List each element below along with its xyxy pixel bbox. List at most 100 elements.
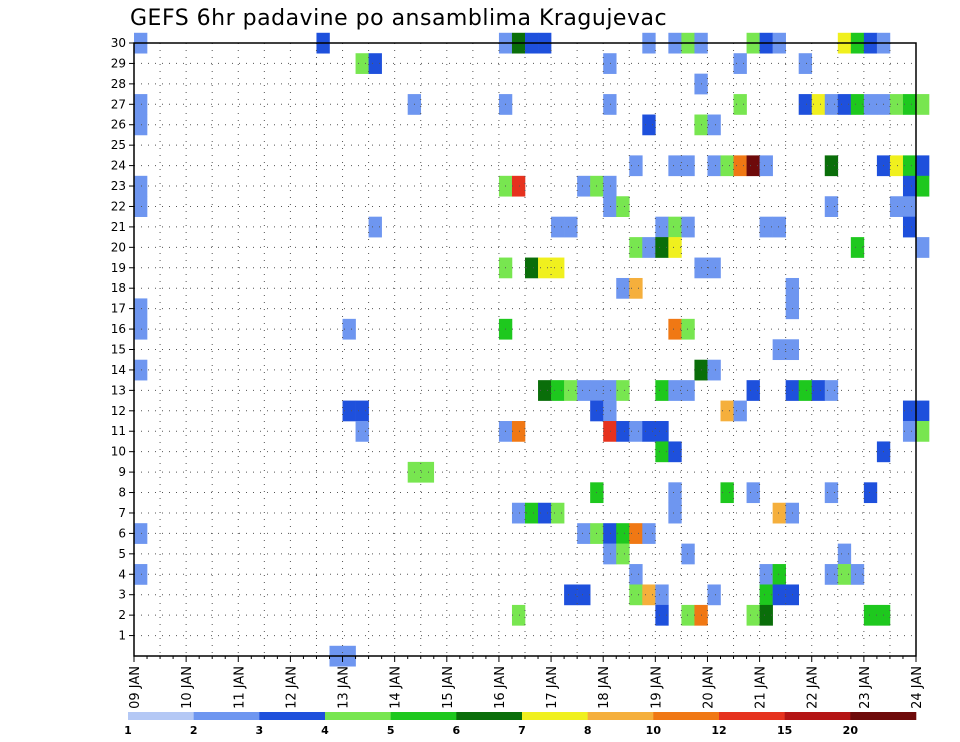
heatmap-cell — [798, 380, 813, 401]
y-tick-label: 15 — [111, 343, 126, 357]
heatmap-cell — [720, 400, 734, 422]
heatmap-cell — [837, 94, 852, 115]
y-tick-label: 22 — [111, 199, 126, 213]
heatmap-cell — [733, 53, 747, 74]
heatmap-cell — [850, 94, 865, 115]
y-tick-label: 25 — [111, 138, 126, 152]
heatmap-cell — [551, 257, 565, 279]
heatmap-cell — [134, 523, 148, 544]
legend-label: 4 — [321, 724, 329, 737]
legend-color-segment — [850, 712, 917, 720]
heatmap-cell — [850, 237, 865, 258]
x-tick-label: 20 JAN — [701, 666, 716, 709]
legend-color-segment — [587, 712, 654, 720]
x-tick-label: 21 JAN — [754, 666, 769, 709]
heatmap-cell — [902, 421, 917, 442]
heatmap-cell — [511, 421, 526, 442]
heatmap-cell — [811, 380, 826, 401]
legend-label: 12 — [711, 724, 726, 737]
heatmap-cell — [889, 155, 904, 177]
x-tick-label: 24 JAN — [910, 666, 925, 709]
legend-label: 5 — [387, 724, 395, 737]
heatmap-cell — [603, 523, 617, 544]
heatmap-cell — [577, 523, 591, 544]
heatmap-cell — [759, 604, 773, 626]
heatmap-cell — [824, 482, 839, 504]
heatmap-cell — [811, 94, 826, 115]
heatmap-cell — [733, 94, 747, 115]
heatmap-cell — [668, 155, 682, 177]
heatmap-cell — [655, 584, 669, 606]
heatmap-cell — [603, 53, 617, 74]
y-tick-label: 19 — [111, 261, 126, 275]
heatmap-cell — [707, 584, 721, 606]
heatmap-cell — [603, 543, 617, 565]
heatmap-cell — [616, 421, 630, 442]
heatmap-cell — [798, 94, 813, 115]
heatmap-cell — [902, 216, 917, 238]
y-tick-label: 30 — [111, 36, 126, 50]
heatmap-cell — [772, 584, 786, 606]
legend-label: 2 — [190, 724, 198, 737]
legend-color-segment — [653, 712, 720, 720]
heatmap-cell — [355, 53, 369, 74]
heatmap-cell — [681, 216, 695, 238]
heatmap-cell — [655, 604, 669, 626]
heatmap-cell — [577, 584, 591, 606]
y-tick-label: 21 — [111, 220, 126, 234]
y-tick-label: 27 — [111, 97, 126, 111]
y-tick-label: 13 — [111, 383, 126, 397]
heatmap-cell — [551, 502, 565, 524]
y-tick-label: 16 — [111, 322, 126, 336]
heatmap-cell — [655, 237, 669, 258]
y-tick-label: 6 — [118, 526, 126, 540]
heatmap-cell — [629, 523, 643, 544]
heatmap-cell — [538, 380, 552, 401]
heatmap-cell — [916, 175, 930, 197]
heatmap-cell — [759, 584, 773, 606]
heatmap-cell — [629, 277, 643, 299]
y-tick-label: 12 — [111, 404, 126, 418]
heatmap-cell — [863, 94, 878, 115]
legend-color-segment — [784, 712, 851, 720]
x-tick-label: 13 JAN — [337, 666, 352, 709]
legend-label: 8 — [584, 724, 592, 737]
heatmap-cell — [772, 339, 786, 361]
heatmap-cell — [668, 216, 682, 238]
y-tick-label: 26 — [111, 118, 126, 132]
heatmap-cell — [824, 380, 839, 401]
heatmap-cell — [642, 237, 656, 258]
y-tick-label: 17 — [111, 302, 126, 316]
heatmap-cell — [916, 94, 930, 115]
heatmap-cell — [564, 584, 578, 606]
heatmap-cell — [134, 318, 148, 340]
heatmap-cell — [668, 380, 682, 401]
heatmap-cell — [850, 564, 865, 585]
heatmap-cell — [889, 94, 904, 115]
heatmap-cell — [746, 380, 760, 401]
heatmap-cell — [902, 175, 917, 197]
x-tick-label: 09 JAN — [128, 666, 143, 709]
y-tick-label: 9 — [118, 465, 126, 479]
y-tick-label: 20 — [111, 240, 126, 254]
heatmap-cell — [134, 564, 148, 585]
heatmap-cell — [824, 94, 839, 115]
legend-color-segment — [128, 712, 194, 720]
heatmap-cell — [511, 604, 526, 626]
heatmap-cell — [642, 523, 656, 544]
heatmap-cell — [707, 114, 721, 136]
heatmap-cell — [772, 564, 786, 585]
heatmap-cell — [720, 155, 734, 177]
y-tick-label: 28 — [111, 77, 126, 91]
y-tick-label: 8 — [118, 486, 126, 500]
heatmap-cell — [733, 155, 747, 177]
heatmap-cell — [746, 604, 760, 626]
heatmap-cell — [889, 196, 904, 217]
heatmap-cell — [916, 400, 930, 422]
legend-color-segment — [259, 712, 326, 720]
heatmap-cell — [629, 237, 643, 258]
heatmap-cell — [902, 196, 917, 217]
legend-color-segment — [390, 712, 457, 720]
heatmap-cell — [616, 380, 630, 401]
heatmap-cell — [655, 380, 669, 401]
